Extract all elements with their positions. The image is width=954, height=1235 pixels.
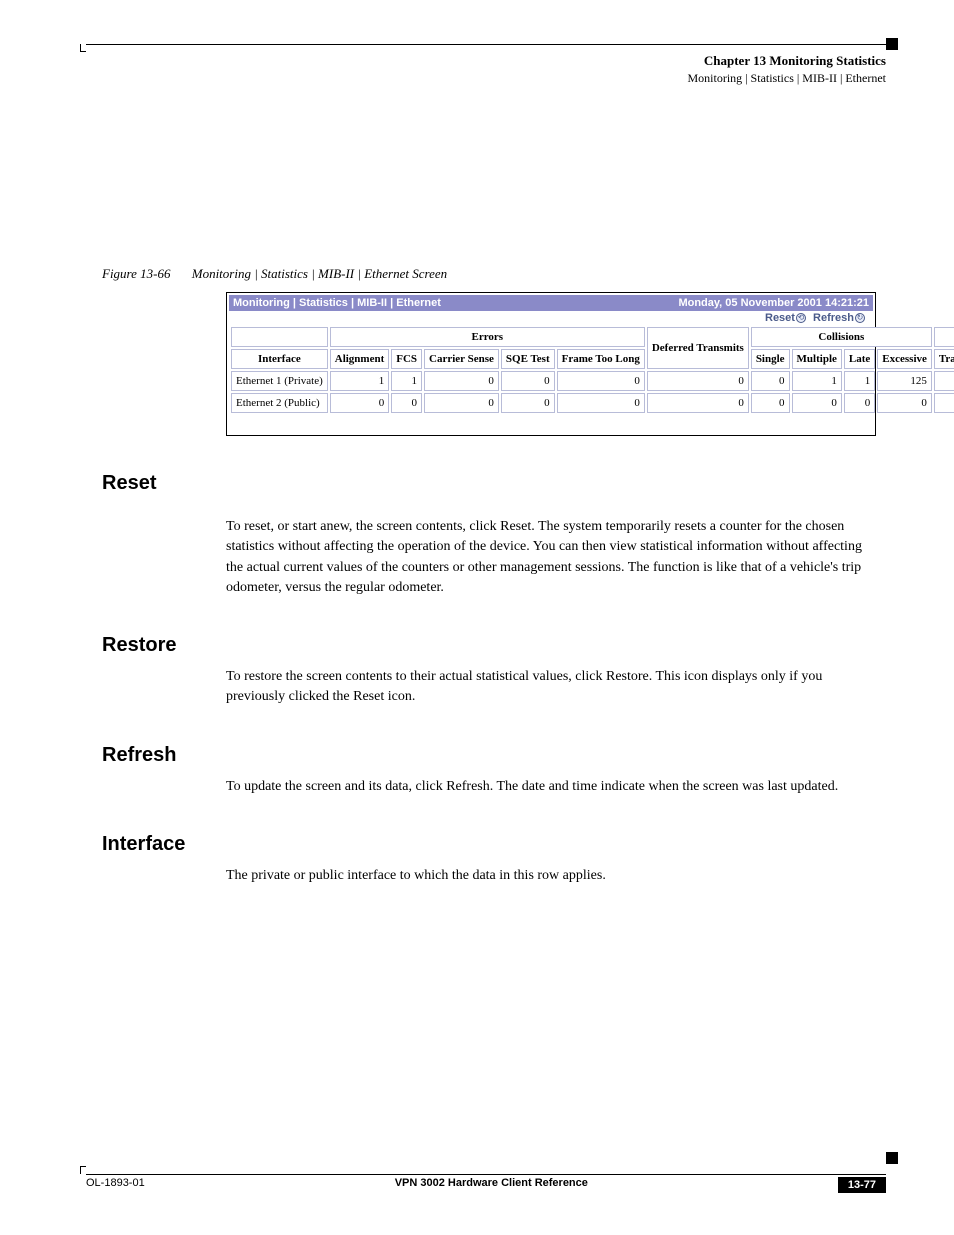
page-footer: OL-1893-01 VPN 3002 Hardware Client Refe… [86,1174,886,1193]
refresh-label: Refresh [813,312,854,324]
cell-transmit: 0 [934,371,954,391]
corner-mark-top-right [886,38,898,50]
breadcrumb: Monitoring | Statistics | MIB-II | Ether… [233,297,441,309]
page-content: Chapter 13 Monitoring Statistics Monitor… [86,44,886,898]
cell-multiple: 0 [792,393,842,413]
col-interface: Interface [231,349,328,369]
corner-mark-bottom-left [80,1166,86,1174]
corner-mark-bottom-right [886,1152,898,1164]
col-transmit: Transmit [934,349,954,369]
col-sqe-test: SQE Test [501,349,555,369]
col-alignment: Alignment [330,349,390,369]
refresh-link[interactable]: Refresh [813,312,854,324]
section-heading: Monitoring | Statistics | MIB-II | Ether… [86,71,886,86]
page-number: 13-77 [838,1177,886,1193]
table-body: Ethernet 1 (Private) 1 1 0 0 0 0 0 1 1 1… [231,371,954,413]
cell-fcs: 1 [391,371,422,391]
col-frame-too-long: Frame Too Long [557,349,645,369]
col-single: Single [751,349,790,369]
cell-frame-too-long: 0 [557,393,645,413]
col-late: Late [844,349,875,369]
para-reset: To reset, or start anew, the screen cont… [226,517,876,598]
group-collisions: Collisions [751,327,932,347]
col-excessive: Excessive [877,349,932,369]
cell-carrier-sense: 0 [424,393,499,413]
cell-interface: Ethernet 1 (Private) [231,371,328,391]
screenshot-frame: Monitoring | Statistics | MIB-II | Ether… [226,292,876,436]
reset-link[interactable]: Reset [765,312,795,324]
group-header-row: Errors Deferred Transmits Collisions MAC… [231,327,954,347]
top-rule [86,44,886,45]
app-datetime: Monday, 05 November 2001 14:21:21 [678,297,869,309]
text-refresh: To update the screen and its data, click… [226,777,876,797]
column-header-row: Interface Alignment FCS Carrier Sense SQ… [231,349,954,369]
col-carrier-sense: Carrier Sense [424,349,499,369]
cell-frame-too-long: 0 [557,371,645,391]
cell-deferred: 0 [647,393,749,413]
cell-transmit: 0 [934,393,954,413]
footer-rule [86,1174,886,1175]
figure-caption: Figure 13-66 Monitoring | Statistics | M… [102,266,886,282]
stats-table: Errors Deferred Transmits Collisions MAC… [229,325,954,415]
table-head: Errors Deferred Transmits Collisions MAC… [231,327,954,369]
doc-number: OL-1893-01 [86,1177,145,1193]
table-row: Ethernet 2 (Public) 0 0 0 0 0 0 0 0 0 0 … [231,393,954,413]
text-reset: To reset, or start anew, the screen cont… [226,517,876,598]
cell-fcs: 0 [391,393,422,413]
col-multiple: Multiple [792,349,842,369]
app-title-bar: Monitoring | Statistics | MIB-II | Ether… [229,295,873,311]
group-mac-errors: MAC Errors [934,327,954,347]
text-interface: The private or public interface to which… [226,866,876,886]
group-blank [231,327,328,347]
para-refresh: To update the screen and its data, click… [226,777,876,797]
cell-multiple: 1 [792,371,842,391]
cell-single: 0 [751,393,790,413]
footer-row: OL-1893-01 VPN 3002 Hardware Client Refe… [86,1177,886,1193]
cell-late: 0 [844,393,875,413]
book-title: VPN 3002 Hardware Client Reference [395,1177,588,1193]
col-fcs: FCS [391,349,422,369]
cell-deferred: 0 [647,371,749,391]
heading-refresh: Refresh [102,744,886,767]
heading-interface: Interface [102,833,886,856]
refresh-icon[interactable]: ↻ [855,313,865,323]
cell-excessive: 0 [877,393,932,413]
cell-alignment: 1 [330,371,390,391]
cell-excessive: 125 [877,371,932,391]
text-restore: To restore the screen contents to their … [226,667,876,708]
cell-sqe-test: 0 [501,371,555,391]
heading-restore: Restore [102,634,886,657]
heading-reset: Reset [102,472,886,495]
reset-label: Reset [765,312,795,324]
para-restore: To restore the screen contents to their … [226,667,876,708]
table-row: Ethernet 1 (Private) 1 1 0 0 0 0 0 1 1 1… [231,371,954,391]
col-deferred: Deferred Transmits [647,327,749,369]
toolbar: Reset⟲ Refresh↻ [229,311,873,325]
figure-number: Figure 13-66 [102,266,170,281]
group-errors: Errors [330,327,645,347]
para-interface: The private or public interface to which… [226,866,876,886]
cell-interface: Ethernet 2 (Public) [231,393,328,413]
chapter-heading: Chapter 13 Monitoring Statistics [86,53,886,69]
cell-carrier-sense: 0 [424,371,499,391]
cell-single: 0 [751,371,790,391]
cell-late: 1 [844,371,875,391]
corner-mark-top-left [80,44,86,52]
reset-icon[interactable]: ⟲ [796,313,806,323]
screenshot-padding [229,415,873,433]
cell-sqe-test: 0 [501,393,555,413]
figure-title: Monitoring | Statistics | MIB-II | Ether… [192,266,447,281]
cell-alignment: 0 [330,393,390,413]
